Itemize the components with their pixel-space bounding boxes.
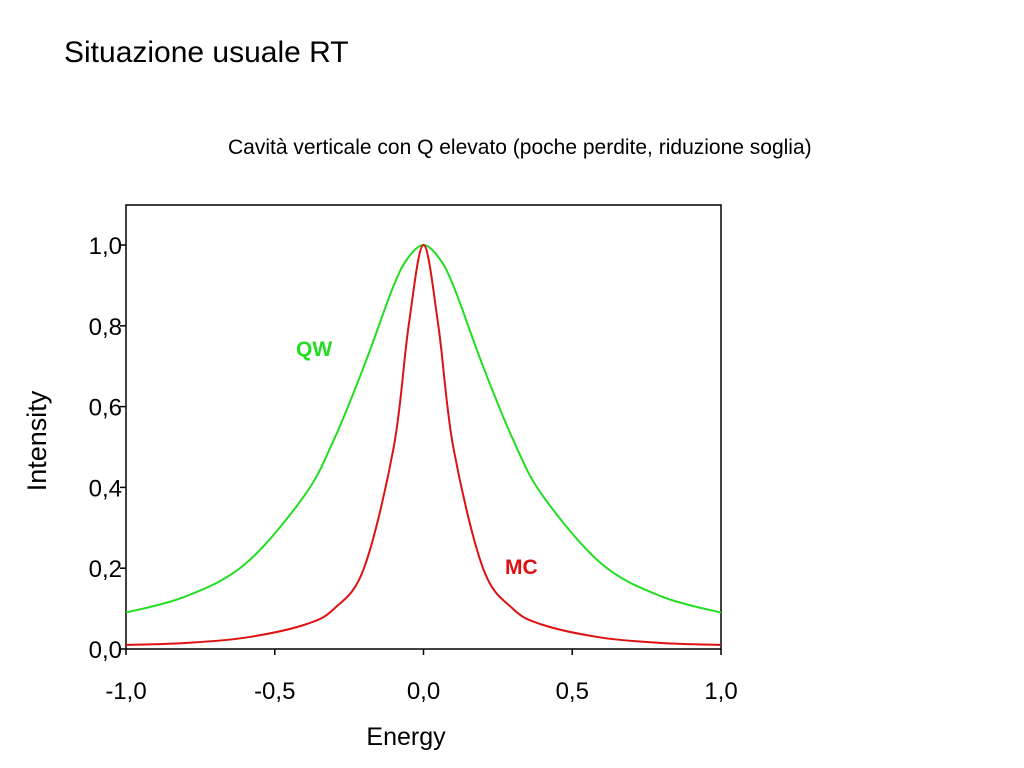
x-tick-label: -1,0 (105, 678, 146, 705)
y-tick-label: 0,6 (89, 395, 122, 422)
series-label-mc: MC (505, 556, 538, 579)
y-axis-ticks: 0,0 0,2 0,4 0,6 0,8 1,0 (89, 233, 126, 664)
y-tick-label: 0,8 (89, 314, 122, 341)
y-tick-label: 1,0 (89, 233, 122, 260)
x-tick-label: 0,0 (407, 678, 440, 705)
series-lines (125, 243, 722, 646)
x-tick-label: -0,5 (254, 678, 295, 705)
y-tick-label: 0,0 (89, 637, 122, 664)
series-label-qw: QW (296, 338, 332, 361)
x-tick-label: 1,0 (704, 678, 737, 705)
slide-title: Situazione usuale RT (64, 36, 349, 69)
series-line-mc (125, 243, 722, 646)
series-line-qw (125, 243, 722, 614)
x-axis-ticks: -1,0 -0,5 0,0 0,5 1,0 (105, 649, 738, 705)
y-axis-label: Intensity (22, 390, 52, 491)
series-labels: QW MC (296, 338, 538, 579)
x-tick-label: 0,5 (556, 678, 589, 705)
y-tick-label: 0,4 (89, 475, 122, 502)
x-axis-label: Energy (366, 723, 446, 751)
plot-frame (125, 204, 722, 650)
y-tick-label: 0,2 (89, 556, 122, 583)
slide-subtitle: Cavità verticale con Q elevato (poche pe… (228, 136, 812, 159)
